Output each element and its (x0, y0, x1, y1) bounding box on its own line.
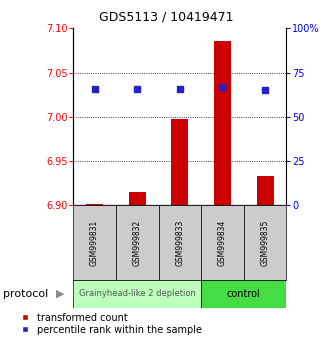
Bar (256, 176, 274, 205)
Text: GSM999832: GSM999832 (133, 219, 142, 266)
Text: GSM999835: GSM999835 (260, 219, 270, 266)
Bar (159, 205, 201, 280)
Text: protocol: protocol (3, 289, 49, 299)
Bar (171, 119, 188, 205)
Bar (73, 280, 201, 308)
Text: ▶: ▶ (56, 289, 64, 299)
Bar (214, 41, 231, 205)
Bar (73, 205, 116, 280)
Text: control: control (227, 289, 261, 299)
Text: Grainyhead-like 2 depletion: Grainyhead-like 2 depletion (79, 289, 195, 298)
Text: GSM999833: GSM999833 (175, 219, 184, 266)
Bar (86, 204, 103, 205)
Text: GSM999834: GSM999834 (218, 219, 227, 266)
Bar (116, 205, 159, 280)
Legend: transformed count, percentile rank within the sample: transformed count, percentile rank withi… (15, 313, 202, 335)
Bar (244, 205, 286, 280)
Text: GSM999831: GSM999831 (90, 219, 99, 266)
Bar (201, 280, 286, 308)
Bar (129, 192, 146, 205)
Text: GDS5113 / 10419471: GDS5113 / 10419471 (99, 11, 234, 24)
Bar (201, 205, 244, 280)
